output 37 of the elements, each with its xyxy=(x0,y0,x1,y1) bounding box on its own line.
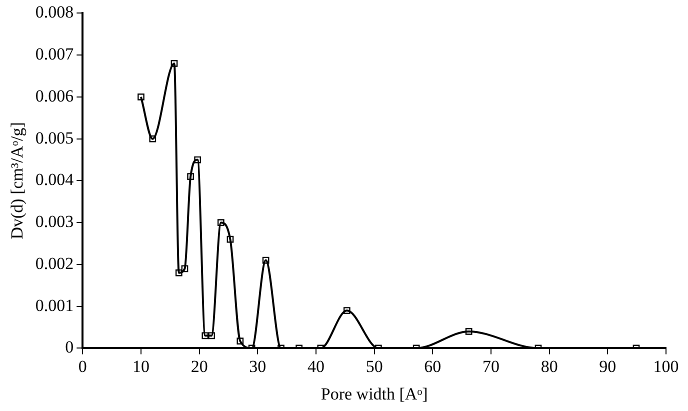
y-tick-label: 0.005 xyxy=(35,128,74,148)
y-tick-label: 0.007 xyxy=(35,44,74,64)
point xyxy=(187,173,194,180)
x-tick-label: 30 xyxy=(249,356,266,376)
y-tick-label: 0.008 xyxy=(35,2,74,22)
x-tick-label: 10 xyxy=(132,356,150,376)
y-tick-label: 0.004 xyxy=(35,170,74,190)
point xyxy=(465,328,472,335)
x-tick-label: 0 xyxy=(78,356,87,376)
point xyxy=(138,94,144,100)
point xyxy=(208,332,215,340)
x-tick-label: 20 xyxy=(190,356,208,376)
x-tick-label: 70 xyxy=(482,356,500,376)
point xyxy=(175,269,182,276)
point xyxy=(181,265,188,272)
point xyxy=(262,256,270,264)
x-axis-title: Pore width [Aᵒ] xyxy=(320,384,428,404)
x-tick-label: 80 xyxy=(540,356,558,376)
y-axis-title: Dv(d) [cm³/Aᵒ/g] xyxy=(8,122,27,240)
y-tick-label: 0.003 xyxy=(35,212,74,232)
y-tick-label: 0.002 xyxy=(35,254,74,273)
point xyxy=(194,156,201,164)
point xyxy=(343,307,350,314)
x-tick-label: 40 xyxy=(307,356,324,376)
x-tick-label: 60 xyxy=(424,356,442,376)
y-tick-label: 0.001 xyxy=(35,296,74,315)
y-tick-label: 0 xyxy=(65,338,74,357)
x-tick-label: 90 xyxy=(599,356,616,376)
y-tick-label: 0.006 xyxy=(35,86,74,106)
point xyxy=(170,60,178,67)
x-tick-label: 50 xyxy=(366,356,383,376)
x-tick-label: 100 xyxy=(653,356,679,376)
point xyxy=(149,135,156,142)
point xyxy=(226,236,234,243)
point xyxy=(202,332,209,340)
point xyxy=(217,219,224,226)
point xyxy=(236,338,244,345)
